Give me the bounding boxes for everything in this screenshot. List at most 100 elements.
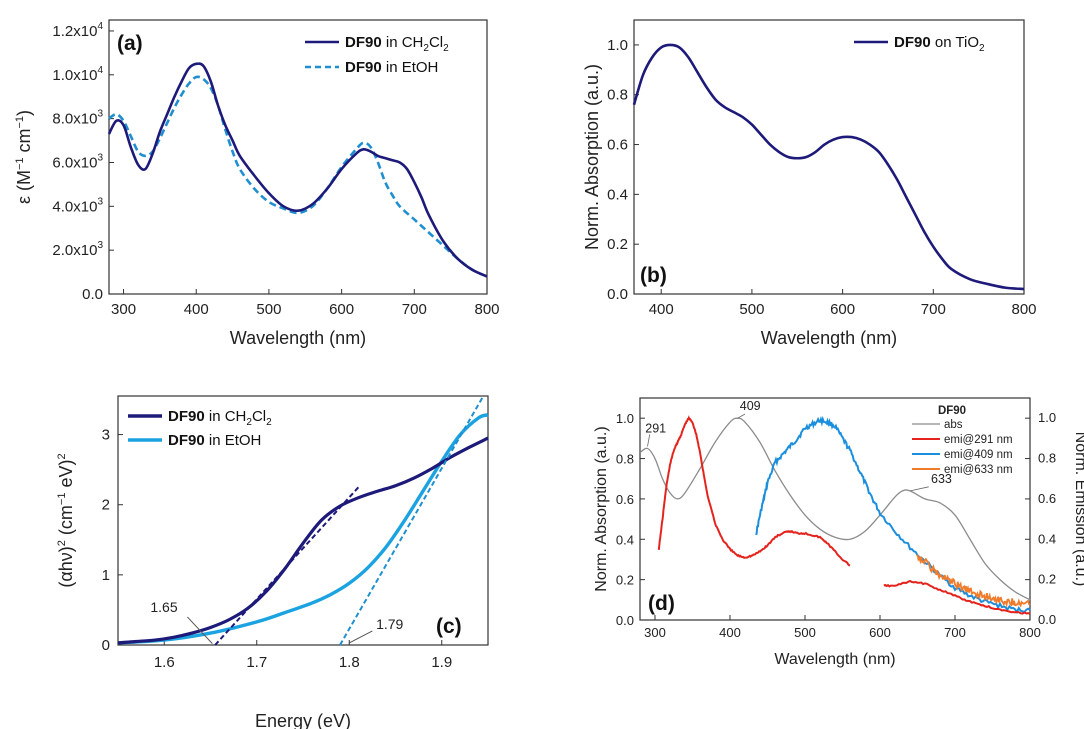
y-tick-label: 1.0 xyxy=(616,411,634,426)
x-axis-label: Wavelength (nm) xyxy=(230,328,366,348)
legend-label: DF90 in CH2Cl2 xyxy=(345,34,449,54)
x-tick-label: 800 xyxy=(1011,301,1036,318)
y-right-tick-label: 0.6 xyxy=(1038,491,1056,506)
y-axis-label: (αhν)2 (cm−1 eV)2 xyxy=(56,453,76,587)
y-right-tick-label: 0.0 xyxy=(1038,612,1056,627)
x-tick-label: 600 xyxy=(329,301,354,318)
x-tick-label: 600 xyxy=(830,301,855,318)
x-tick-label: 800 xyxy=(1019,625,1041,640)
x-tick-label: 700 xyxy=(944,625,966,640)
y-tick-label: 1.0 xyxy=(607,37,628,54)
y-right-tick-label: 1.0 xyxy=(1038,410,1056,425)
annotation-leader xyxy=(187,616,213,644)
series-line-emi-291-tail xyxy=(883,579,1031,615)
x-tick-label: 1.8 xyxy=(339,654,360,671)
series-line-ch2cl2 xyxy=(117,436,489,645)
series-line-abs xyxy=(639,417,1031,601)
legend-label: emi@633 nm xyxy=(944,464,1013,476)
y-tick-label: 6.0x103 xyxy=(52,152,103,171)
y-tick-label: 0.2 xyxy=(616,573,634,588)
legend-label: DF90 in EtOH xyxy=(345,59,438,76)
x-tick-label: 400 xyxy=(649,301,674,318)
y-axis-label: Norm. Absorption (a.u.) xyxy=(593,426,610,591)
series-line-ch2cl2 xyxy=(107,62,488,278)
panel-label: (a) xyxy=(117,32,143,55)
panel-label: (d) xyxy=(648,592,675,615)
panel-d-chart: 300 400 500 600 700 8000.00.20.40.60.81.00.00… xyxy=(593,397,1084,668)
y-tick-label: 1.2x104 xyxy=(52,21,103,40)
x-tick-label: 400 xyxy=(184,301,209,318)
y-tick-label: 0.0 xyxy=(616,613,634,628)
y-tick-label: 4.0x103 xyxy=(52,196,103,215)
series-line-etoh xyxy=(117,413,489,645)
tangent-fit-line xyxy=(339,395,485,646)
panel-label: (c) xyxy=(436,615,462,638)
y-tick-label: 0.0 xyxy=(82,286,103,303)
peak-annotation: 409 xyxy=(740,399,761,413)
x-tick-label: 500 xyxy=(794,625,816,640)
panel-c-chart: 1.6 1.7 1.8 1.9 0 1 2 3 Energy (eV) (αhν)2 (cm−1 … xyxy=(56,395,489,729)
series-line-emi-409 xyxy=(755,415,1031,615)
annotation-leader xyxy=(647,434,651,447)
plot-frame xyxy=(633,19,1025,295)
x-tick-label: 500 xyxy=(739,301,764,318)
series-line-tio2 xyxy=(632,43,1025,291)
x-tick-label: 300 xyxy=(644,625,666,640)
plot-frame xyxy=(117,395,489,646)
annotation-leader xyxy=(909,486,929,492)
y-tick-label: 2 xyxy=(102,497,110,514)
bandgap-annotation: 1.79 xyxy=(376,616,403,632)
plot-frame xyxy=(639,397,1031,621)
x-tick-label: 1.9 xyxy=(431,654,452,671)
legend-label: emi@291 nm xyxy=(944,434,1013,446)
legend-label: DF90 in CH2Cl2 xyxy=(168,408,272,428)
x-axis-label: Wavelength (nm) xyxy=(774,651,895,668)
y-tick-label: 3 xyxy=(102,427,110,444)
legend-label: DF90 in EtOH xyxy=(168,432,261,449)
y-tick-label: 2.0x103 xyxy=(52,240,103,259)
y-right-tick-label: 0.2 xyxy=(1038,572,1056,587)
x-tick-label: 300 xyxy=(111,301,136,318)
y-axis-label: Norm. Absorption (a.u.) xyxy=(582,64,602,250)
y-right-tick-label: 0.4 xyxy=(1038,531,1056,546)
y-tick-label: 0.4 xyxy=(607,186,628,203)
x-axis-label: Energy (eV) xyxy=(255,711,351,729)
series-line-emi-633 xyxy=(916,554,1031,609)
x-tick-label: 500 xyxy=(256,301,281,318)
plot-frame xyxy=(108,19,488,295)
bandgap-annotation: 1.65 xyxy=(150,599,177,615)
peak-annotation: 633 xyxy=(931,472,952,486)
y-tick-label: 0.0 xyxy=(607,286,628,303)
series-line-emi-291 xyxy=(657,415,851,567)
series-line-etoh xyxy=(108,75,488,278)
y-tick-label: 1.0x104 xyxy=(52,65,103,84)
panel-b-chart: 400 500 600 700 800 0.0 0.2 0.4 0.6 0.8 1.0 Wavelen… xyxy=(582,19,1037,348)
x-tick-label: 600 xyxy=(869,625,891,640)
x-tick-label: 400 xyxy=(719,625,741,640)
legend-label: DF90 on TiO2 xyxy=(894,34,985,54)
x-tick-label: 700 xyxy=(402,301,427,318)
y-right-tick-label: 0.8 xyxy=(1038,451,1056,466)
y-tick-label: 8.0x103 xyxy=(52,109,103,128)
y-tick-label: 0.2 xyxy=(607,236,628,253)
legend-label: emi@409 nm xyxy=(944,449,1013,461)
y-axis-label: ε (M−1 cm−1) xyxy=(14,110,34,204)
annotation-leader xyxy=(349,630,373,644)
y-tick-label: 0.8 xyxy=(607,87,628,104)
peak-annotation: 291 xyxy=(645,421,666,435)
legend-title: DF90 xyxy=(938,405,966,417)
y-tick-label: 0.4 xyxy=(616,532,634,547)
y-tick-label: 0.6 xyxy=(607,137,628,154)
tangent-fit-line xyxy=(214,486,360,646)
y-tick-label: 0.6 xyxy=(616,492,634,507)
x-tick-label: 1.7 xyxy=(246,654,267,671)
panel-a-chart: 300 400 500 600 700 800 0.0 2.0x103 4.0x103 6.0x1… xyxy=(14,19,500,348)
y-tick-label: 1 xyxy=(102,567,110,584)
x-tick-label: 700 xyxy=(921,301,946,318)
x-tick-label: 800 xyxy=(474,301,499,318)
y-tick-label: 0.8 xyxy=(616,452,634,467)
annotation-leader xyxy=(737,413,746,419)
legend-label: abs xyxy=(944,419,963,431)
x-axis-label: Wavelength (nm) xyxy=(761,328,897,348)
